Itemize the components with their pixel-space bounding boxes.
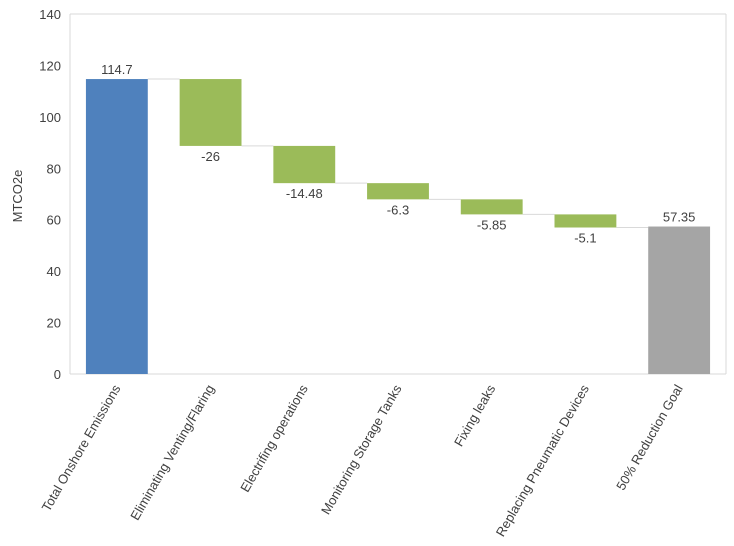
x-axis-category-labels: Total Onshore Emissions Eliminating Venti… <box>39 382 686 539</box>
y-tick-label: 80 <box>47 161 61 176</box>
category-label: Replacing Pneumatic Devices <box>493 382 593 539</box>
category-label: Electrifing operations <box>237 382 311 495</box>
y-tick-label: 100 <box>39 110 61 125</box>
category-label: Monitoring Storage Tanks <box>318 382 405 517</box>
bar <box>179 79 242 146</box>
bars <box>85 79 711 375</box>
bar <box>460 199 523 215</box>
bar <box>554 214 617 228</box>
data-label: -26 <box>201 149 220 164</box>
data-label: -6.3 <box>387 202 409 217</box>
y-tick-label: 120 <box>39 58 61 73</box>
category-label: Eliminating Venting/Flaring <box>127 382 217 523</box>
data-label: 114.7 <box>101 62 133 77</box>
y-axis-title: MTCO2e <box>10 170 25 223</box>
data-label: -5.1 <box>574 231 596 246</box>
data-label: -14.48 <box>286 186 323 201</box>
data-label: 57.35 <box>663 210 696 225</box>
bar <box>648 226 711 374</box>
y-tick-label: 40 <box>47 264 61 279</box>
bar <box>367 183 429 200</box>
y-tick-label: 0 <box>54 367 61 382</box>
y-tick-label: 140 <box>39 7 61 22</box>
category-label: 50% Reduction Goal <box>613 382 686 493</box>
y-tick-label: 20 <box>47 316 61 331</box>
bar <box>273 145 336 184</box>
data-labels: 114.7 -26 -14.48 -6.3 -5.85 -5.1 57.35 <box>101 62 695 245</box>
data-label: -5.85 <box>477 217 507 232</box>
bar <box>85 79 148 375</box>
y-tick-label: 60 <box>47 213 61 228</box>
category-label: Total Onshore Emissions <box>39 382 124 514</box>
y-axis-ticks: 0 20 40 60 80 100 120 140 <box>39 7 727 382</box>
connector-lines <box>147 78 649 229</box>
category-label: Fixing leaks <box>451 382 499 449</box>
